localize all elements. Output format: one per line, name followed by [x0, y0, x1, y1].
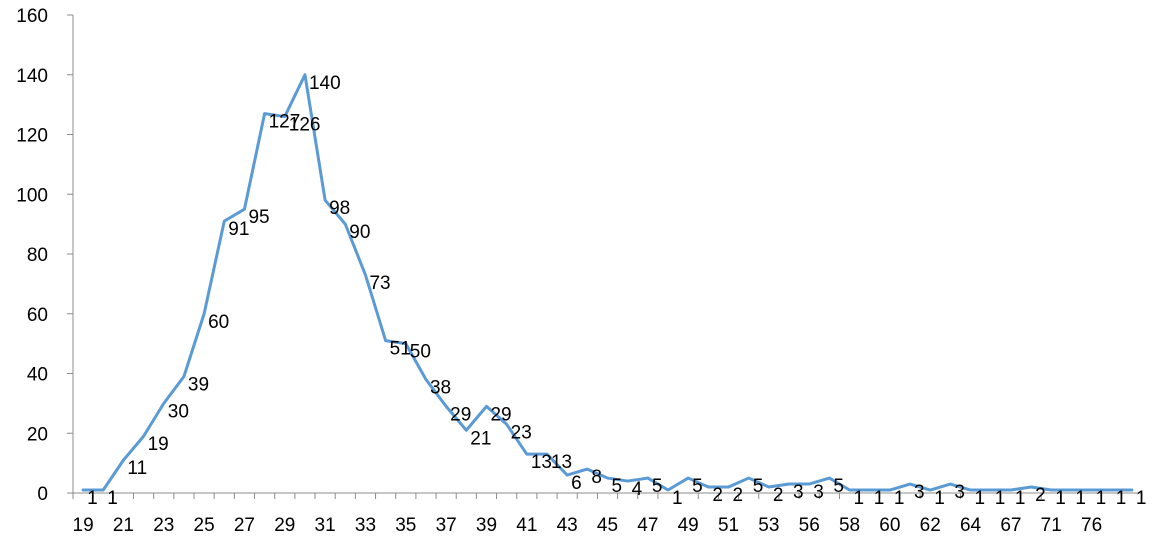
x-tick-label: 45 [597, 515, 618, 536]
data-label: 1 [934, 488, 945, 509]
y-tick-label: 20 [27, 424, 48, 445]
x-tick-label: 53 [758, 515, 779, 536]
data-label: 29 [450, 404, 471, 425]
x-tick-label: 49 [678, 515, 699, 536]
data-label: 1 [1015, 488, 1026, 509]
data-label: 11 [127, 458, 147, 479]
data-label: 39 [188, 374, 209, 395]
data-label: 140 [309, 73, 341, 94]
data-label: 29 [490, 404, 511, 425]
y-tick-label: 100 [16, 185, 48, 206]
x-tick-label: 19 [73, 515, 94, 536]
data-label: 5 [753, 476, 764, 497]
data-label: 91 [228, 219, 249, 240]
data-label: 126 [289, 115, 321, 136]
data-label: 13 [551, 452, 572, 473]
y-tick-label: 120 [16, 126, 48, 147]
x-axis: 19 21 23 25 27 29 31 33 35 37 39 41 43 45 47 49 51 53 56 58… [72, 492, 1143, 536]
x-tick-label: 31 [315, 515, 336, 536]
data-label: 1 [995, 488, 1006, 509]
y-tick-label: 0 [37, 484, 48, 505]
x-tick-label: 29 [274, 515, 295, 536]
data-label: 1 [1075, 488, 1086, 509]
data-label: 1 [672, 488, 683, 509]
data-label: 3 [813, 482, 824, 503]
data-label: 30 [168, 401, 189, 422]
data-label: 1 [854, 488, 865, 509]
data-label: 98 [329, 198, 350, 219]
x-tick-label: 21 [113, 515, 134, 536]
x-tick-label: 41 [516, 515, 537, 536]
data-label: 5 [612, 476, 623, 497]
x-tick-label: 62 [920, 515, 941, 536]
data-label: 1 [1096, 488, 1107, 509]
x-tick-label: 25 [194, 515, 215, 536]
x-tick-label: 37 [436, 515, 457, 536]
data-label: 51 [390, 339, 411, 360]
data-label: 8 [591, 467, 602, 488]
data-label: 5 [833, 476, 844, 497]
data-label: 3 [954, 482, 965, 503]
data-label: 13 [531, 452, 552, 473]
series-1 [81, 73, 1134, 492]
x-tick-label: 64 [960, 515, 982, 536]
data-label: 2 [733, 485, 744, 506]
y-tick-label: 40 [27, 365, 48, 386]
x-tick-label: 60 [879, 515, 900, 536]
x-tick-label: 43 [557, 515, 578, 536]
y-tick-label: 140 [16, 66, 48, 87]
data-label: 60 [208, 312, 229, 333]
x-tick-label: 39 [476, 515, 497, 536]
data-label: 5 [652, 476, 663, 497]
x-tick-label: 23 [153, 515, 174, 536]
data-label: 1 [975, 488, 986, 509]
data-label: 23 [511, 422, 532, 443]
x-tick-label: 27 [234, 515, 255, 536]
data-label: 50 [410, 342, 431, 363]
data-label: 38 [430, 377, 451, 398]
data-label: 1 [894, 488, 905, 509]
data-label: 1 [107, 488, 118, 509]
series-line [81, 73, 1134, 492]
data-label: 3 [914, 482, 925, 503]
x-tick-label: 58 [839, 515, 860, 536]
y-axis: 0 20 40 60 80 100 120 140 160 [16, 6, 74, 505]
data-label: 1 [874, 488, 885, 509]
x-tick-label: 51 [718, 515, 739, 536]
data-label: 73 [369, 273, 390, 294]
y-tick-label: 160 [16, 6, 48, 27]
data-label: 2 [712, 485, 723, 506]
data-label: 6 [571, 473, 582, 494]
data-label: 2 [773, 485, 784, 506]
x-tick-label: 67 [1000, 515, 1021, 536]
x-tick-label: 76 [1081, 515, 1102, 536]
data-label: 4 [632, 479, 643, 500]
x-tick-label: 56 [799, 515, 820, 536]
x-tick-label: 33 [355, 515, 376, 536]
data-label: 90 [349, 222, 370, 243]
data-label: 1 [1116, 488, 1127, 509]
data-label: 127 [269, 112, 301, 133]
x-tick-label: 47 [637, 515, 658, 536]
y-tick-label: 80 [27, 245, 48, 266]
data-label: 5 [692, 476, 703, 497]
y-tick-label: 60 [27, 305, 48, 326]
data-label: 1 [87, 488, 98, 509]
data-label: 95 [248, 207, 269, 228]
data-label: 21 [470, 428, 491, 449]
data-label: 1 [1136, 488, 1147, 509]
x-tick-label: 71 [1041, 515, 1062, 536]
data-label: 1 [1055, 488, 1066, 509]
data-label: 19 [148, 434, 169, 455]
data-label: 3 [793, 482, 804, 503]
data-label: 2 [1035, 485, 1046, 506]
x-tick-label: 35 [395, 515, 416, 536]
